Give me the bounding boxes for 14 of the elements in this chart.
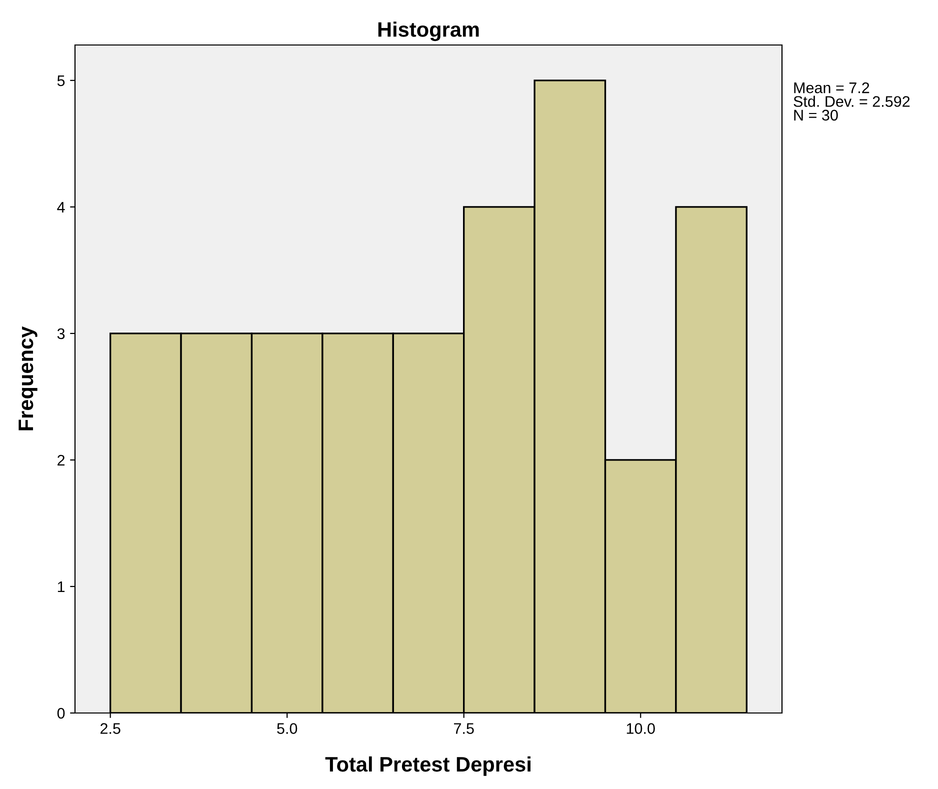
- chart-title: Histogram: [378, 22, 479, 42]
- x-axis-title: Total Pretest Depresi: [325, 756, 530, 776]
- x-tick-label: 10.0: [626, 723, 655, 734]
- x-tick-label: 7.5: [454, 723, 474, 734]
- y-tick-label: 3: [57, 328, 65, 340]
- x-tick-label: 5.0: [277, 723, 298, 734]
- y-axis-title: Frequency: [18, 326, 38, 430]
- y-tick-label: 5: [57, 75, 65, 86]
- y-tick-label: 1: [58, 582, 65, 592]
- x-tick-label: 2.5: [100, 723, 120, 734]
- y-tick-label: 4: [57, 202, 65, 212]
- y-tick-label: 0: [57, 708, 65, 719]
- y-tick-label: 2: [58, 454, 65, 466]
- text: Mean = 7.2 Std. Dev. = 2.592 N = 30: [794, 82, 910, 121]
